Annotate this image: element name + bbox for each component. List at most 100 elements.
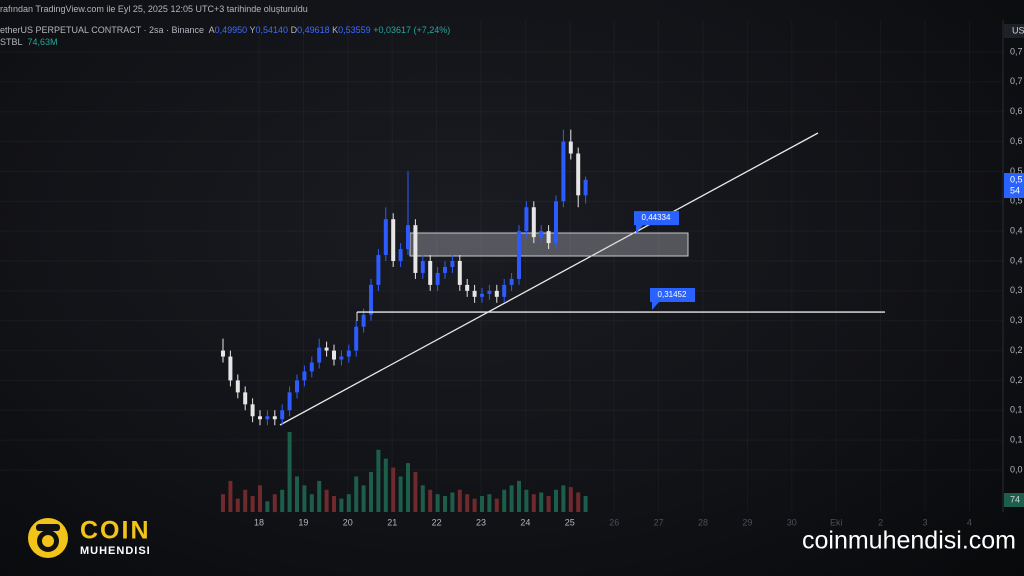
candle-body <box>576 153 581 196</box>
volume-bar <box>576 492 581 512</box>
site: coinmuhendisi.com <box>802 527 1016 555</box>
volume-bar <box>457 489 462 512</box>
ohlc-label: Y <box>249 25 256 35</box>
time-label: Eki <box>830 517 843 527</box>
volume-bar <box>406 463 410 512</box>
candle-body <box>443 266 447 273</box>
ohlc-label: A <box>208 25 215 35</box>
trend-line <box>279 132 819 426</box>
logo-bottom: MUHENDISI <box>80 545 151 557</box>
candle-body <box>272 416 277 420</box>
candle-body <box>391 219 396 261</box>
price-tick-label: 0,2 <box>1010 375 1023 385</box>
time-label: 20 <box>343 517 353 527</box>
volume-bar <box>428 489 433 512</box>
volume-bar <box>413 472 418 512</box>
price-tick-label: 0,5 <box>1010 166 1023 176</box>
volume-bar <box>465 494 470 512</box>
candle-body <box>509 278 514 285</box>
volume-bar <box>221 494 225 512</box>
price-tick-label: 0,6 <box>1010 106 1023 116</box>
candle-body <box>383 219 388 256</box>
candle-body <box>465 284 470 291</box>
volume-bar <box>487 494 492 512</box>
volume-value: 74,63M <box>27 37 58 47</box>
last-price-box <box>1004 173 1024 198</box>
candle-body <box>435 272 440 285</box>
volume-bar <box>450 492 455 512</box>
candle-body <box>517 231 521 279</box>
price-tick-label: 0,5 <box>1010 196 1023 206</box>
ohlc: A0,49950 Y0,54140 D0,49618 K0,53559 <box>209 25 374 35</box>
time-label: 29 <box>742 517 752 527</box>
symbol-line: etherUS PERPETUAL CONTRACT · 2sa · Binan… <box>0 25 450 35</box>
volume-bar <box>346 494 351 512</box>
created-note: rafından TradingView.com ile Eyl 25, 202… <box>0 4 308 14</box>
volume-bar <box>295 476 299 512</box>
time-label: 4 <box>967 517 972 527</box>
candle-body <box>583 179 588 196</box>
volume-bar <box>583 496 588 512</box>
volume-bar <box>332 496 336 512</box>
volume-bar <box>354 476 359 512</box>
volume-bar <box>339 498 344 512</box>
candle-body <box>250 404 255 417</box>
volume-bar <box>317 480 322 512</box>
volume-bar <box>554 489 558 512</box>
ohlc-value: 0,54140 <box>255 25 289 35</box>
last-price: 54 <box>1010 185 1020 195</box>
time-label: 21 <box>387 517 397 527</box>
volume-bar <box>272 494 277 512</box>
volume-bar <box>480 496 484 512</box>
candle-body <box>302 371 307 381</box>
volume-bar <box>546 496 551 512</box>
candle-body <box>228 356 233 381</box>
logo-helmet <box>36 524 60 531</box>
candle-body <box>265 416 270 420</box>
volume-bar <box>524 489 529 512</box>
price-tick-label: 0,3 <box>1010 285 1023 295</box>
volume-bar <box>250 496 255 512</box>
volume-bar <box>369 472 373 512</box>
candle-body <box>258 416 262 420</box>
volume-bar <box>302 485 307 512</box>
label-text: 0,31452 <box>658 290 687 299</box>
price-tick-label: 0,1 <box>1010 405 1023 415</box>
time-label: 25 <box>565 517 575 527</box>
ohlc-value: 0,49950 <box>214 25 248 35</box>
price-tick-label: 0,4 <box>1010 255 1023 265</box>
volume-bar <box>309 494 314 512</box>
currency-box <box>1004 24 1024 38</box>
time-label: 26 <box>609 517 619 527</box>
price-tick-label: 0,1 <box>1010 435 1023 445</box>
volume-bar <box>383 458 388 512</box>
ohlc-label: K <box>332 25 339 35</box>
currency: US <box>1012 25 1024 35</box>
time-label: 18 <box>254 517 264 527</box>
volume-bar <box>287 432 292 512</box>
volume-bar <box>509 485 514 512</box>
label-box <box>634 211 679 234</box>
ohlc-value: 0,49618 <box>297 25 330 35</box>
logo-top: COIN <box>80 517 151 545</box>
volume-bar <box>228 480 233 512</box>
candle-body <box>531 207 536 238</box>
volume-bar <box>398 476 403 512</box>
volume-bar <box>243 489 248 512</box>
volume-bar <box>265 501 270 512</box>
candle-body <box>295 380 299 393</box>
candle-body <box>524 207 529 232</box>
volume-bar <box>420 485 425 512</box>
time-label: 23 <box>476 517 486 527</box>
label-text: 0,44334 <box>642 213 671 222</box>
candle-body <box>413 225 418 273</box>
volume-bar <box>435 494 440 512</box>
candle-body <box>309 362 314 372</box>
last-price: 0,5 <box>1010 174 1023 184</box>
volume-bar <box>494 498 499 512</box>
price-tick-label: 0,4 <box>1010 226 1023 236</box>
candle-body <box>487 290 492 294</box>
candle-body <box>406 225 410 250</box>
